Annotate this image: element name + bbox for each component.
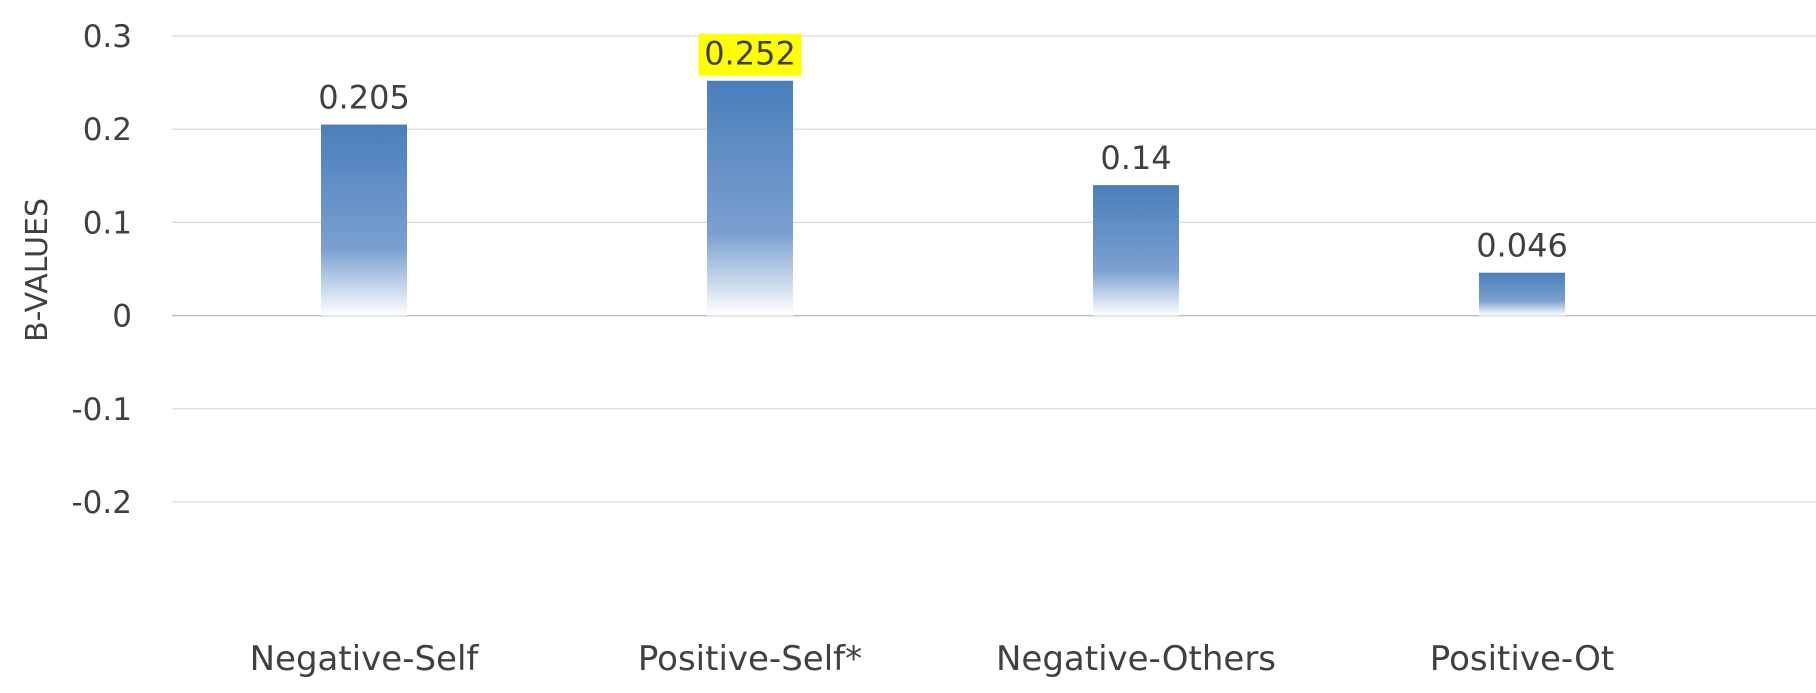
y-tick-label: 0 bbox=[112, 299, 132, 335]
category-label: Negative-Others bbox=[996, 639, 1276, 679]
y-tick-label: 0.2 bbox=[83, 112, 132, 148]
data-labels: 0.205 0.252 0.14 0.046 bbox=[318, 33, 1568, 265]
bars bbox=[321, 80, 1565, 316]
bar bbox=[1093, 185, 1179, 316]
bar bbox=[707, 80, 793, 316]
bar bbox=[321, 124, 407, 316]
y-axis-title: B-VALUES bbox=[20, 198, 55, 342]
data-label: 0.252 bbox=[704, 35, 796, 73]
y-axis-ticks: 0.3 0.2 0.1 0 -0.1 -0.2 bbox=[72, 19, 133, 521]
y-tick-label: -0.1 bbox=[72, 392, 133, 428]
category-labels: Negative-Self Positive-Self* Negative-Othe… bbox=[250, 639, 1615, 679]
data-label-highlight bbox=[698, 33, 802, 76]
bar bbox=[1479, 272, 1565, 316]
y-tick-label: 0.3 bbox=[83, 19, 132, 55]
gridlines bbox=[172, 35, 1816, 503]
y-tick-label: -0.2 bbox=[72, 485, 133, 521]
data-label: 0.14 bbox=[1100, 139, 1171, 177]
category-label: Positive-Ot bbox=[1430, 639, 1614, 679]
category-label: Positive-Self* bbox=[638, 639, 862, 679]
y-tick-label: 0.1 bbox=[83, 205, 132, 241]
data-label: 0.046 bbox=[1476, 227, 1568, 265]
category-label: Negative-Self bbox=[250, 639, 480, 679]
data-label: 0.205 bbox=[318, 79, 410, 117]
